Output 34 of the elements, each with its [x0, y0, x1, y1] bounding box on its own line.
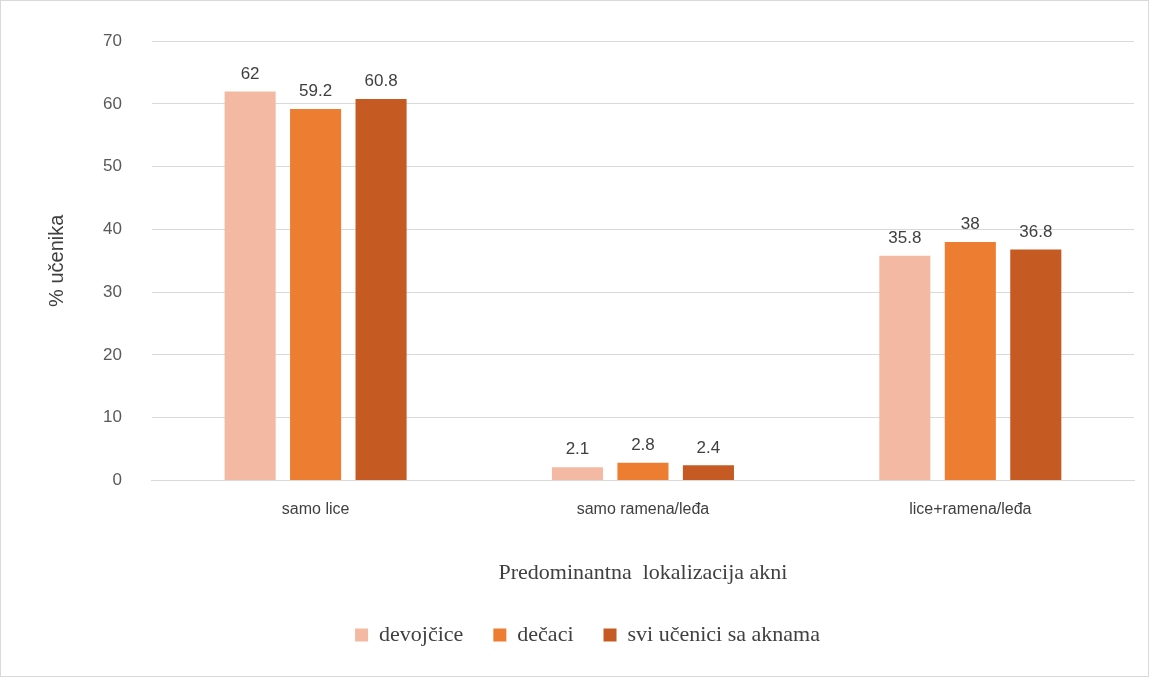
bar	[944, 241, 996, 480]
bar	[1010, 249, 1062, 480]
bar	[224, 91, 276, 480]
x-tick-label: lice+ramena/leđa	[909, 500, 1032, 518]
y-tick-label: 60	[102, 93, 122, 113]
data-label: 36.8	[1019, 221, 1053, 241]
data-label: 2.4	[696, 437, 721, 457]
bar	[617, 462, 669, 480]
legend-label: svi učenici sa aknama	[627, 620, 821, 646]
x-tick-label: samo ramena/leđa	[576, 500, 710, 518]
x-tick-label: samo lice	[281, 500, 350, 518]
bar	[879, 255, 931, 480]
data-label: 38	[960, 214, 980, 234]
y-tick-label: 10	[102, 407, 122, 427]
x-axis-title: Predominantna lokalizacija akni	[498, 558, 788, 584]
data-label: 2.1	[565, 439, 590, 459]
bar	[290, 108, 342, 480]
bar	[355, 98, 407, 480]
data-label: 35.8	[888, 227, 922, 247]
data-label: 60.8	[364, 71, 398, 91]
bar	[551, 467, 604, 480]
y-tick-label: 30	[102, 281, 122, 301]
y-tick-label: 20	[102, 344, 122, 364]
data-label: 59.2	[299, 81, 333, 101]
legend-label: dečaci	[517, 620, 574, 646]
y-tick-label: 50	[102, 156, 122, 176]
legend-label: devojčice	[379, 620, 464, 646]
data-label: 2.8	[631, 435, 655, 455]
y-tick-label: 0	[112, 470, 122, 490]
y-tick-label: 70	[102, 30, 122, 50]
y-tick-label: 40	[102, 219, 122, 239]
y-axis-title: % učenika	[44, 213, 67, 307]
data-label: 62	[240, 63, 260, 83]
bar	[682, 465, 734, 480]
